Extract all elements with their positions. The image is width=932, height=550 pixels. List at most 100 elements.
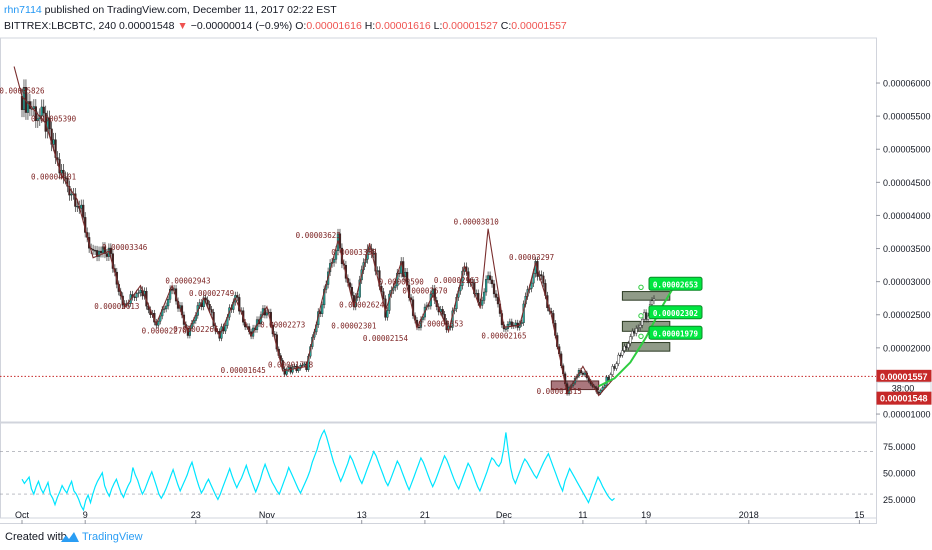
candle-body [645, 312, 648, 320]
candle-body [48, 117, 51, 130]
candle-body [581, 372, 584, 375]
candle-body [542, 275, 545, 284]
price-badge [876, 391, 932, 405]
target-zone-box[interactable] [621, 342, 671, 352]
time-tick-label: 19 [641, 510, 651, 520]
candle-body [635, 328, 638, 334]
target-callout-box[interactable] [648, 325, 703, 340]
candle-body [265, 312, 268, 316]
open-label: O: [295, 20, 307, 32]
target-callout-box[interactable] [648, 305, 703, 320]
candle-body [540, 274, 543, 277]
price-badge-label: 38:00 [892, 384, 915, 394]
price-tick-label: 0.00003500 [883, 244, 931, 254]
swing-price-label: 0.00002165 [481, 332, 526, 341]
symbol-label[interactable]: BITTREX:LBCBTC, 240 [4, 20, 117, 32]
candle-body [639, 324, 642, 328]
chart-canvas[interactable]: 0.00006000 0.00005500 0.00005000 0.00004500… [0, 0, 932, 526]
swing-price-label: 0.00001718 [268, 361, 314, 370]
target-callout-box[interactable] [648, 276, 703, 291]
time-tick-label: 11 [578, 510, 587, 520]
swing-price-label: 0.00002353 [418, 320, 463, 329]
time-tick-label: 13 [357, 510, 367, 520]
candle-body [80, 204, 83, 209]
candle-body [496, 297, 500, 305]
candle-body [631, 331, 634, 337]
candle-body [504, 328, 507, 330]
swing-price-label: 0.00002613 [94, 302, 139, 311]
swing-price-label: 0.00002276 [142, 326, 188, 335]
candle-body [103, 246, 107, 254]
swing-price-label: 0.00002749 [189, 289, 234, 298]
time-tick-label: 2018 [739, 510, 759, 520]
created-with-text: Created with [5, 531, 67, 543]
time-tick-label: Oct [15, 510, 30, 520]
candle-body [623, 345, 626, 351]
candle-body [603, 385, 606, 388]
swing-price-label: 0.00003297 [509, 253, 554, 262]
close-value: 0.00001557 [511, 20, 567, 32]
candle-body [137, 292, 140, 294]
candle-body [627, 343, 630, 348]
candle-body [471, 281, 474, 284]
time-tick-label: Nov [259, 510, 276, 520]
candle-body [492, 283, 496, 295]
target-anchor-point [638, 333, 644, 339]
swing-price-label: 0.00002301 [331, 322, 376, 331]
candle-body [135, 293, 138, 298]
candle-body [301, 364, 304, 367]
target-callout-label: 0.00002302 [653, 309, 698, 318]
low-label: L: [433, 20, 443, 32]
time-tick-label: Dec [496, 510, 513, 520]
high-value: 0.00001616 [375, 20, 431, 32]
candle-body [597, 391, 600, 394]
rsi-tick-label: 75.0000 [883, 442, 916, 452]
author-link[interactable]: rhn7114 [4, 4, 42, 16]
time-tick-label: 15 [854, 510, 864, 520]
rsi-line[interactable] [21, 428, 615, 512]
swing-price-label: 0.00004601 [31, 173, 76, 182]
candle-body [520, 322, 523, 324]
tradingview-brand[interactable]: TradingView [82, 531, 143, 543]
candle-body [163, 308, 166, 310]
target-anchor-point [638, 313, 644, 319]
zigzag-trend-line[interactable] [13, 66, 615, 397]
main-pane-border [0, 37, 877, 423]
time-tick-label: 9 [83, 510, 88, 520]
rsi-tick-label: 50.0000 [883, 468, 916, 478]
candle-body [530, 282, 533, 289]
candle-body [619, 354, 622, 357]
candle-body [508, 321, 511, 325]
low-value: 0.00001527 [442, 20, 498, 32]
candle-body [170, 288, 174, 291]
candle-body [204, 297, 207, 301]
candle-body [224, 325, 227, 332]
candle-body [441, 309, 444, 315]
candle-body [208, 304, 211, 310]
candle-body [615, 363, 618, 369]
swing-price-label: 0.00003346 [102, 243, 148, 252]
candle-body [68, 186, 71, 196]
swing-price-label: 0.00005826 [0, 87, 45, 96]
target-callout-label: 0.00002653 [653, 280, 699, 289]
candle-body [633, 331, 636, 334]
projection-curve[interactable] [598, 286, 675, 388]
candle-body [621, 350, 624, 356]
candle-body [283, 368, 286, 375]
open-value: 0.00001616 [306, 20, 362, 32]
price-tick-label: 0.00003000 [883, 277, 931, 287]
candle-body [490, 279, 494, 285]
candle-body [139, 289, 142, 293]
candle-body [167, 299, 170, 307]
candle-body [105, 253, 109, 257]
candle-body [637, 327, 640, 329]
candle-body [398, 272, 401, 275]
candle-body [617, 354, 620, 364]
swing-price-label: 0.00002590 [379, 277, 425, 286]
price-tick-label: 0.00001000 [883, 410, 931, 420]
price-tick-label: 0.00005500 [883, 112, 931, 122]
candle-body [386, 310, 389, 318]
rsi-tick-label: 25.0000 [883, 495, 916, 505]
target-zone-box[interactable] [621, 291, 671, 301]
candle-body [394, 285, 397, 288]
